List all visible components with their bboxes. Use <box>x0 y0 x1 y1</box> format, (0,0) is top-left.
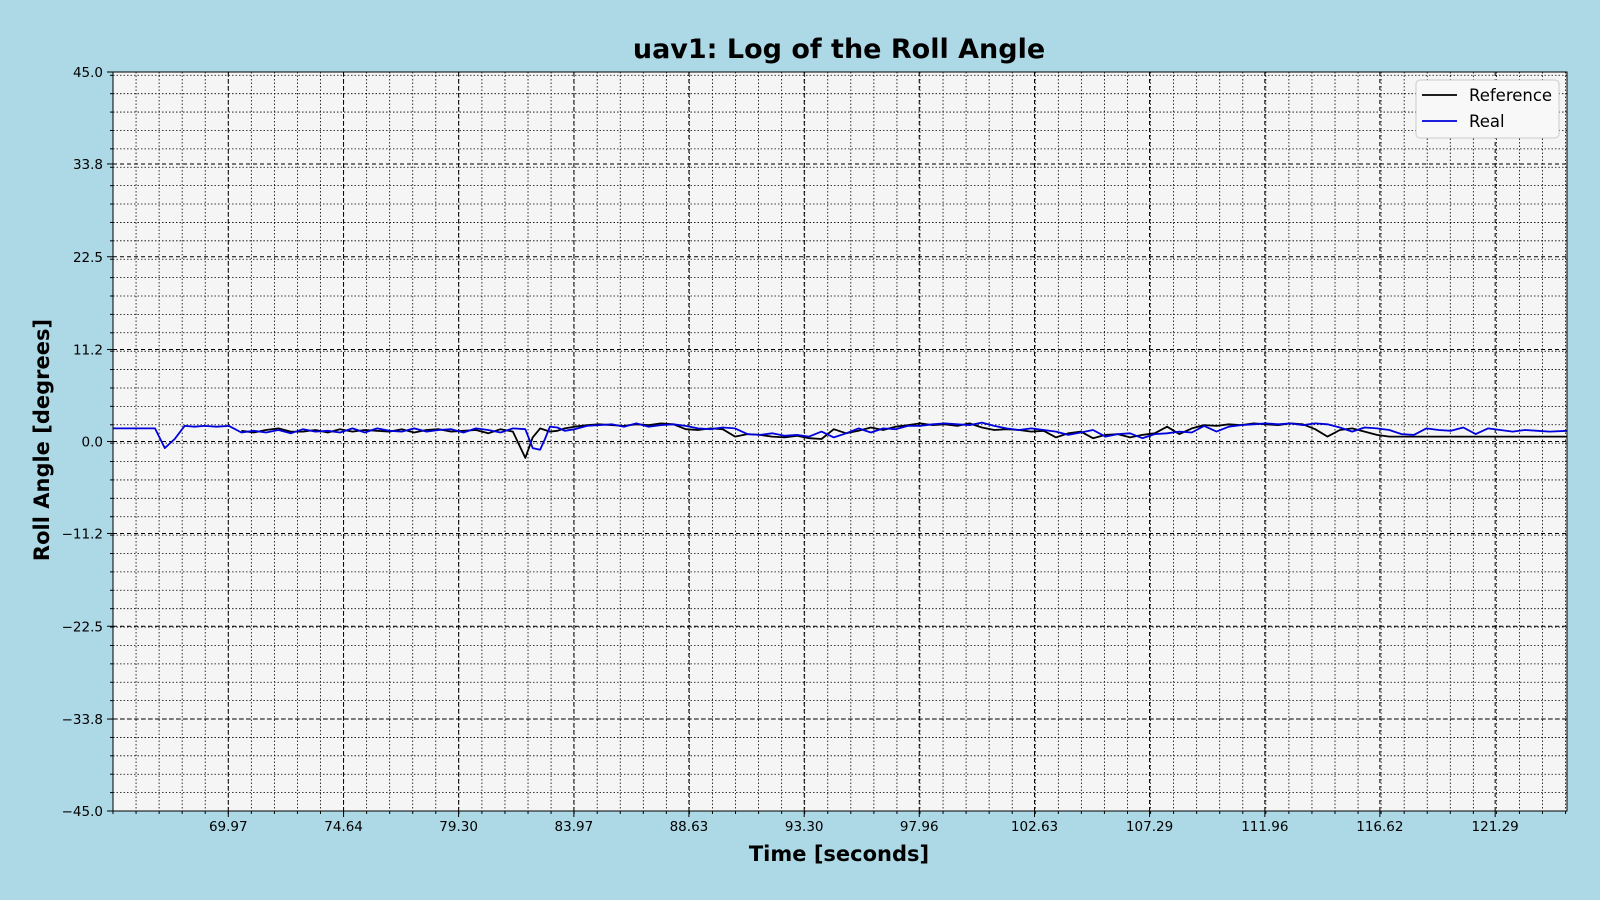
y-axis: 45.0 33.8 22.5 11.2 0.0 −11.2 −22.5 −33.8 −45.0 <box>62 65 113 820</box>
legend-label-real: Real <box>1469 112 1505 131</box>
y-tick-label: 0.0 <box>82 435 103 451</box>
x-axis-label: Time [seconds] <box>749 842 929 866</box>
y-tick-label: 22.5 <box>73 250 103 266</box>
x-tick-label: 116.62 <box>1356 819 1403 835</box>
x-tick-label: 107.29 <box>1126 819 1173 835</box>
chart-title: uav1: Log of the Roll Angle <box>633 34 1045 65</box>
x-tick-label: 102.63 <box>1011 819 1058 835</box>
y-tick-label: 45.0 <box>73 65 103 81</box>
y-tick-label: −33.8 <box>62 712 103 728</box>
series-layer <box>113 421 1568 459</box>
x-tick-label: 121.29 <box>1472 819 1519 835</box>
x-tick-label: 97.96 <box>900 819 939 835</box>
series-line-real <box>113 421 1568 451</box>
legend-label-reference: Reference <box>1469 86 1552 105</box>
x-tick-label: 93.30 <box>785 819 824 835</box>
x-tick-label: 79.30 <box>439 819 478 835</box>
x-tick-label: 74.64 <box>324 819 363 835</box>
y-tick-label: −45.0 <box>62 804 103 820</box>
y-tick-label: 33.8 <box>73 157 103 173</box>
legend: Reference Real <box>1415 79 1560 139</box>
y-tick-label: 11.2 <box>73 343 103 359</box>
x-tick-label: 111.96 <box>1241 819 1288 835</box>
y-tick-label: −22.5 <box>62 619 103 635</box>
y-tick-label: −11.2 <box>62 526 103 542</box>
y-axis-label: Roll Angle [degrees] <box>30 319 54 561</box>
x-tick-label: 83.97 <box>555 819 594 835</box>
x-tick-label: 69.97 <box>209 819 248 835</box>
x-tick-label: 88.63 <box>670 819 709 835</box>
x-axis: 69.97 74.64 79.30 83.97 88.63 93.30 97.96 102.6… <box>112 811 1567 835</box>
